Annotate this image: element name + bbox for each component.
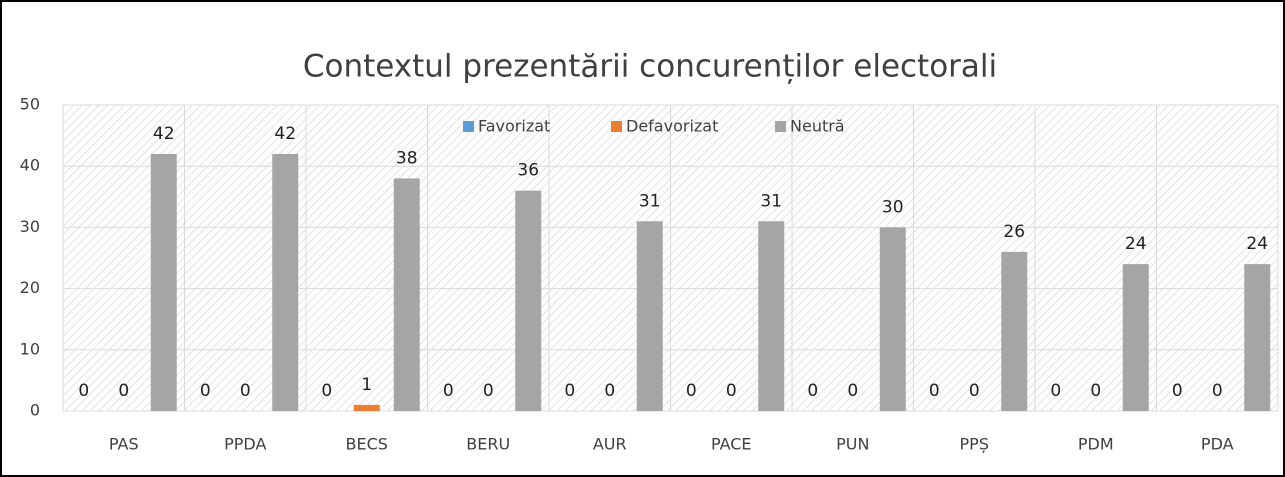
x-tick-label: PUN <box>836 435 869 454</box>
y-tick-label: 20 <box>20 278 40 297</box>
x-tick-label: PPDA <box>224 435 266 454</box>
data-label: 42 <box>153 124 175 144</box>
x-tick-label: PPȘ <box>960 435 989 454</box>
data-label: 0 <box>726 381 737 401</box>
legend-label: Favorizat <box>478 117 550 136</box>
legend-swatch <box>463 121 474 132</box>
x-tick-label: PAS <box>109 435 139 454</box>
y-tick-label: 40 <box>20 156 40 175</box>
data-label: 31 <box>760 191 782 211</box>
data-label: 38 <box>396 148 418 168</box>
data-label: 0 <box>200 381 211 401</box>
x-tick-label: BECS <box>346 435 388 454</box>
bar <box>879 227 906 411</box>
x-tick-label: AUR <box>593 435 627 454</box>
bar <box>393 178 420 411</box>
data-label: 1 <box>361 375 372 395</box>
data-label: 0 <box>969 381 980 401</box>
y-tick-label: 0 <box>30 401 40 420</box>
y-tick-label: 10 <box>20 339 40 358</box>
data-label: 30 <box>882 197 904 217</box>
chart-title: Contextul prezentării concurenților elec… <box>303 49 997 85</box>
data-label: 0 <box>604 381 615 401</box>
data-label: 0 <box>1172 381 1183 401</box>
bar <box>272 153 299 411</box>
data-label: 0 <box>443 381 454 401</box>
x-tick-label: PACE <box>711 435 752 454</box>
legend-swatch <box>775 121 786 132</box>
bar <box>515 190 542 411</box>
bar <box>353 404 380 411</box>
bar <box>1122 264 1149 411</box>
x-tick-label: BERU <box>466 435 510 454</box>
bar <box>150 153 177 411</box>
y-tick-label: 30 <box>20 217 40 236</box>
x-tick-label: PDM <box>1078 435 1114 454</box>
data-label: 0 <box>1090 381 1101 401</box>
data-label: 0 <box>240 381 251 401</box>
data-label: 0 <box>807 381 818 401</box>
data-label: 0 <box>847 381 858 401</box>
data-label: 0 <box>321 381 332 401</box>
data-label: 0 <box>686 381 697 401</box>
data-label: 24 <box>1125 234 1147 254</box>
data-label: 0 <box>118 381 129 401</box>
y-tick-label: 50 <box>20 95 40 114</box>
data-label: 26 <box>1003 222 1025 242</box>
bar <box>1001 251 1028 411</box>
data-label: 31 <box>639 191 661 211</box>
data-label: 36 <box>517 161 539 181</box>
bar <box>758 221 785 411</box>
data-label: 0 <box>1212 381 1223 401</box>
data-label: 0 <box>564 381 575 401</box>
legend-swatch <box>611 121 622 132</box>
bar <box>636 221 663 411</box>
data-label: 24 <box>1246 234 1268 254</box>
legend-label: Defavorizat <box>626 117 718 136</box>
data-label: 0 <box>929 381 940 401</box>
data-label: 0 <box>78 381 89 401</box>
data-label: 42 <box>274 124 296 144</box>
data-label: 0 <box>483 381 494 401</box>
x-tick-label: PDA <box>1201 435 1234 454</box>
legend-label: Neutră <box>790 117 845 136</box>
bar <box>1244 264 1271 411</box>
data-label: 0 <box>1050 381 1061 401</box>
